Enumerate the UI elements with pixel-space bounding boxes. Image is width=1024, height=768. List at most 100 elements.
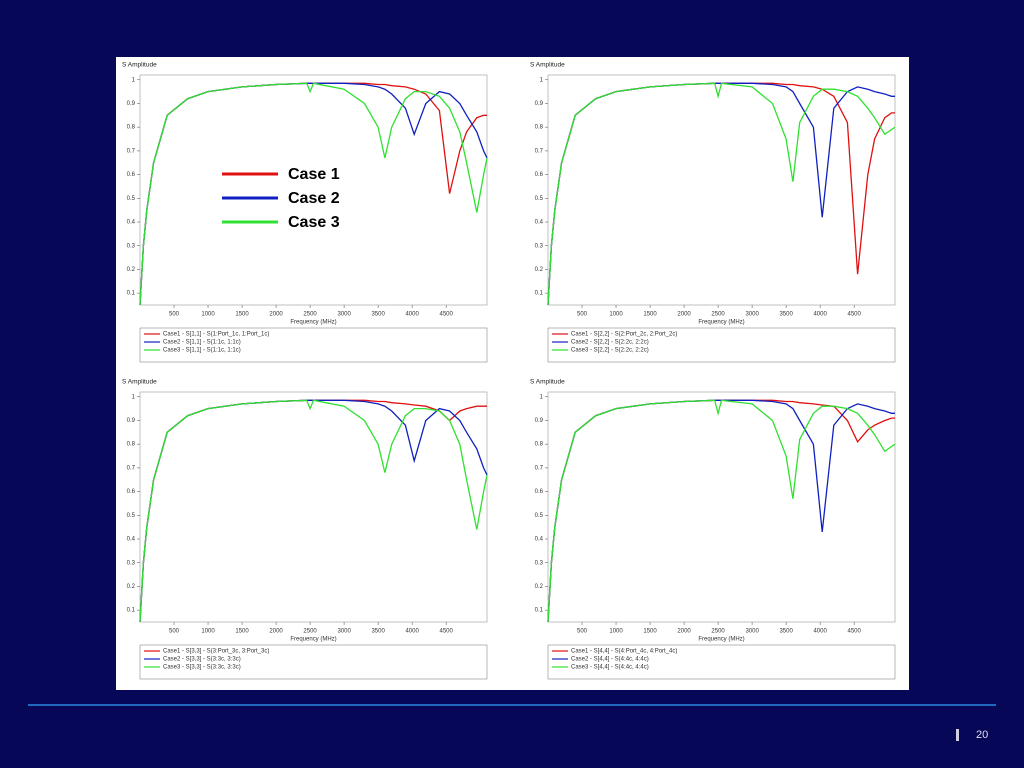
- x-tick-label: 3000: [337, 312, 351, 318]
- y-tick-label: 0.9: [535, 418, 544, 424]
- x-tick-label: 4500: [847, 629, 861, 635]
- y-tick-label: 0.5: [535, 196, 544, 202]
- y-tick-label: 0.8: [535, 442, 544, 448]
- x-tick-label: 2000: [269, 629, 283, 635]
- x-tick-label: 3500: [779, 312, 793, 318]
- chart: S Amplitude0.10.20.30.40.50.60.70.80.915…: [530, 379, 896, 680]
- y-tick-label: 1: [132, 77, 136, 83]
- overlay-legend: Case 1 Case 2 Case 3: [222, 166, 340, 231]
- legend-box: [139, 644, 488, 680]
- y-tick-label: 1: [540, 394, 544, 400]
- y-tick-label: 0.7: [535, 148, 544, 154]
- y-tick-label: 0.3: [127, 560, 136, 566]
- legend-label: Case3 - S[2,2] - S(2:2c, 2:2c): [571, 348, 649, 354]
- charts: S Amplitude0.10.20.30.40.50.60.70.80.915…: [122, 62, 896, 680]
- overlay-label: Case 3: [288, 214, 340, 231]
- plot-area: [547, 391, 896, 623]
- legend-box: [547, 327, 896, 363]
- x-tick-label: 3000: [337, 629, 351, 635]
- x-tick-label: 4000: [405, 312, 419, 318]
- y-tick-label: 1: [132, 394, 136, 400]
- legend-label: Case3 - S[4,4] - S(4:4c, 4:4c): [571, 665, 649, 671]
- y-tick-label: 0.7: [127, 148, 136, 154]
- x-axis-label: Frequency (MHz): [698, 320, 744, 326]
- x-tick-label: 500: [577, 312, 588, 318]
- x-tick-label: 1000: [201, 312, 215, 318]
- x-tick-label: 1500: [643, 629, 657, 635]
- x-tick-label: 3500: [779, 629, 793, 635]
- plot-area: [139, 391, 488, 623]
- y-tick-label: 0.2: [127, 584, 136, 590]
- page-number: 20: [976, 729, 988, 741]
- y-tick-label: 0.3: [127, 243, 136, 249]
- x-tick-label: 2500: [711, 629, 725, 635]
- x-tick-label: 3000: [745, 629, 759, 635]
- series-line: [547, 399, 896, 623]
- legend-label: Case2 - S[1,1] - S(1:1c, 1:1c): [163, 340, 241, 346]
- chart: S Amplitude0.10.20.30.40.50.60.70.80.915…: [122, 379, 488, 680]
- y-tick-label: 0.2: [535, 267, 544, 273]
- x-tick-label: 4500: [439, 312, 453, 318]
- y-tick-label: 0.6: [535, 172, 544, 178]
- y-tick-label: 0.9: [535, 101, 544, 107]
- x-tick-label: 500: [169, 312, 180, 318]
- y-tick-label: 0.4: [535, 537, 544, 543]
- x-tick-label: 1500: [235, 629, 249, 635]
- y-tick-label: 0.5: [127, 196, 136, 202]
- y-tick-label: 0.8: [535, 125, 544, 131]
- x-tick-label: 4000: [813, 629, 827, 635]
- y-tick-label: 0.7: [535, 465, 544, 471]
- x-tick-label: 500: [577, 629, 588, 635]
- y-tick-label: 0.5: [127, 513, 136, 519]
- x-tick-label: 4000: [813, 312, 827, 318]
- x-tick-label: 500: [169, 629, 180, 635]
- x-tick-label: 1000: [609, 312, 623, 318]
- x-tick-label: 2000: [677, 312, 691, 318]
- legend-label: Case3 - S[1,1] - S(1:1c, 1:1c): [163, 348, 241, 354]
- plot-area: [547, 74, 896, 306]
- y-tick-label: 0.1: [535, 608, 544, 614]
- y-tick-label: 0.8: [127, 442, 136, 448]
- x-tick-label: 3000: [745, 312, 759, 318]
- page-marker: [956, 729, 959, 741]
- y-tick-label: 0.9: [127, 101, 136, 107]
- y-tick-label: 0.4: [127, 537, 136, 543]
- y-tick-label: 0.6: [535, 489, 544, 495]
- y-tick-label: 0.4: [535, 220, 544, 226]
- legend-box: [547, 644, 896, 680]
- y-tick-label: 0.9: [127, 418, 136, 424]
- overlay-label: Case 1: [288, 166, 340, 183]
- y-tick-label: 0.5: [535, 513, 544, 519]
- x-tick-label: 1500: [235, 312, 249, 318]
- chart: S Amplitude0.10.20.30.40.50.60.70.80.915…: [530, 62, 896, 363]
- x-axis-label: Frequency (MHz): [698, 637, 744, 643]
- x-tick-label: 2500: [711, 312, 725, 318]
- y-tick-label: 0.3: [535, 243, 544, 249]
- x-tick-label: 4500: [439, 629, 453, 635]
- y-tick-label: 0.2: [535, 584, 544, 590]
- chart-title: S Amplitude: [530, 379, 565, 386]
- x-axis-label: Frequency (MHz): [290, 320, 336, 326]
- series-line: [139, 82, 488, 306]
- legend-box: [139, 327, 488, 363]
- x-tick-label: 4000: [405, 629, 419, 635]
- x-tick-label: 1000: [201, 629, 215, 635]
- legend-label: Case2 - S[2,2] - S(2:2c, 2:2c): [571, 340, 649, 346]
- x-tick-label: 2000: [677, 629, 691, 635]
- y-tick-label: 0.4: [127, 220, 136, 226]
- x-tick-label: 4500: [847, 312, 861, 318]
- x-tick-label: 1500: [643, 312, 657, 318]
- legend-label: Case1 - S[2,2] - S(2:Port_2c, 2:Port_2c): [571, 332, 677, 338]
- legend-label: Case1 - S[4,4] - S(4:Port_4c, 4:Port_4c): [571, 649, 677, 655]
- chart: S Amplitude0.10.20.30.40.50.60.70.80.915…: [122, 62, 488, 363]
- y-tick-label: 0.7: [127, 465, 136, 471]
- x-tick-label: 2000: [269, 312, 283, 318]
- x-axis-label: Frequency (MHz): [290, 637, 336, 643]
- x-tick-label: 3500: [371, 312, 385, 318]
- legend-label: Case2 - S[4,4] - S(4:4c, 4:4c): [571, 657, 649, 663]
- y-tick-label: 0.1: [127, 291, 136, 297]
- chart-title: S Amplitude: [122, 379, 157, 386]
- series-line: [139, 399, 488, 623]
- x-tick-label: 3500: [371, 629, 385, 635]
